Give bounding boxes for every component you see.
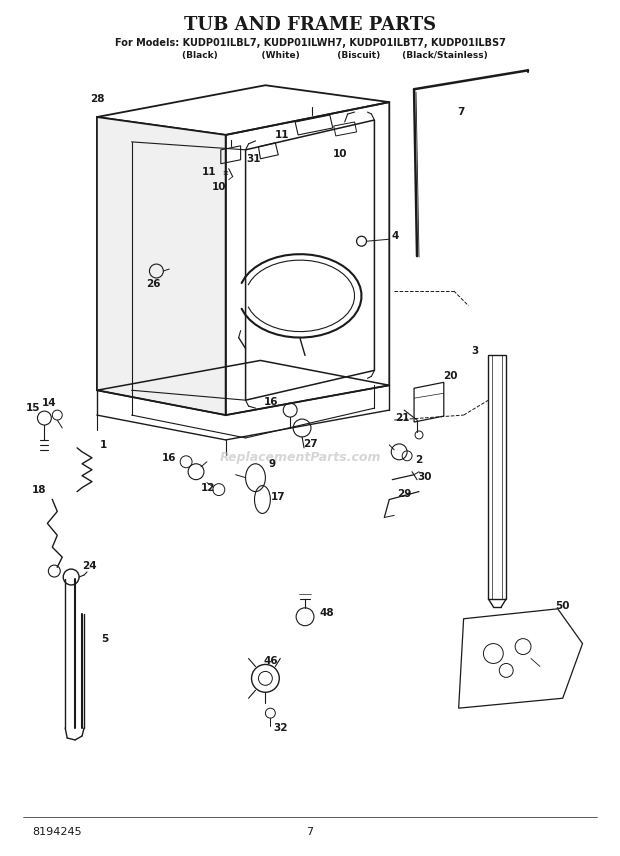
Text: 50: 50 — [556, 601, 570, 611]
Text: 3: 3 — [471, 346, 478, 355]
Text: 28: 28 — [90, 94, 104, 104]
Text: For Models: KUDP01ILBL7, KUDP01ILWH7, KUDP01ILBT7, KUDP01ILBS7: For Models: KUDP01ILBL7, KUDP01ILWH7, KU… — [115, 38, 505, 48]
Text: TUB AND FRAME PARTS: TUB AND FRAME PARTS — [184, 15, 436, 33]
Text: 18: 18 — [32, 484, 46, 495]
Text: ≡: ≡ — [222, 170, 228, 176]
Text: 17: 17 — [271, 491, 286, 502]
Text: 31: 31 — [246, 154, 261, 163]
Text: 5: 5 — [101, 633, 108, 644]
Text: 7: 7 — [457, 107, 464, 117]
Text: 2: 2 — [415, 455, 423, 465]
Text: 11: 11 — [275, 130, 290, 140]
Text: 10: 10 — [332, 149, 347, 159]
Text: ReplacementParts.com: ReplacementParts.com — [219, 451, 381, 464]
Text: 15: 15 — [26, 403, 41, 413]
Text: 24: 24 — [82, 561, 96, 571]
Text: 26: 26 — [146, 279, 161, 289]
Text: 20: 20 — [443, 372, 458, 381]
Text: 32: 32 — [273, 723, 288, 733]
Text: 27: 27 — [303, 439, 317, 449]
Text: 29: 29 — [397, 489, 411, 498]
Text: 30: 30 — [418, 472, 432, 482]
Text: 9: 9 — [269, 459, 276, 469]
Text: 14: 14 — [42, 398, 56, 408]
Text: 10: 10 — [211, 181, 226, 192]
Text: 1: 1 — [100, 440, 107, 450]
Text: 16: 16 — [264, 397, 278, 407]
Text: 48: 48 — [319, 608, 334, 618]
Text: 8194245: 8194245 — [32, 828, 82, 837]
Text: (Black)              (White)            (Biscuit)       (Black/Stainless): (Black) (White) (Biscuit) (Black/Stainle… — [132, 51, 488, 60]
Text: 7: 7 — [306, 828, 314, 837]
Text: 16: 16 — [162, 453, 177, 463]
Text: 11: 11 — [202, 167, 216, 176]
Text: 4: 4 — [392, 231, 399, 241]
Text: 12: 12 — [201, 483, 215, 492]
Text: 21: 21 — [395, 413, 409, 423]
Polygon shape — [97, 117, 226, 415]
Text: 46: 46 — [263, 657, 278, 667]
